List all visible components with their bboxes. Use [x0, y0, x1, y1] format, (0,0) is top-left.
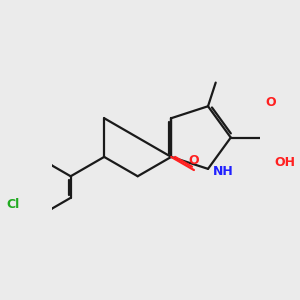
Text: O: O [189, 154, 199, 167]
Text: O: O [266, 96, 276, 110]
Text: Cl: Cl [7, 198, 20, 211]
Text: NH: NH [213, 165, 234, 178]
Text: OH: OH [274, 156, 296, 169]
